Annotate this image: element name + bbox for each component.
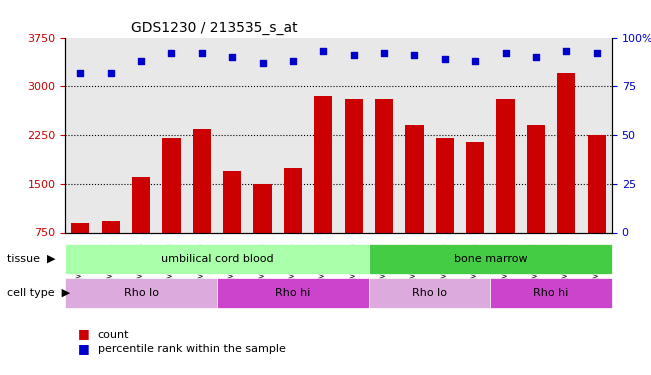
Bar	[284, 168, 302, 232]
Bar	[466, 141, 484, 232]
Text: ■: ■	[78, 327, 90, 340]
Bar	[71, 223, 89, 232]
Text: bone marrow: bone marrow	[454, 254, 527, 264]
Text: Rho hi: Rho hi	[533, 288, 569, 297]
Text: Rho lo: Rho lo	[124, 288, 159, 297]
Point	[470, 58, 480, 64]
Text: tissue  ▶: tissue ▶	[7, 254, 55, 264]
Text: Rho hi: Rho hi	[275, 288, 311, 297]
Text: GDS1230 / 213535_s_at: GDS1230 / 213535_s_at	[131, 21, 298, 35]
Text: ■: ■	[78, 342, 90, 355]
Point	[439, 56, 450, 62]
Bar	[314, 96, 333, 232]
Point	[501, 50, 511, 56]
Bar	[102, 222, 120, 232]
Bar	[406, 125, 424, 232]
Bar	[223, 171, 242, 232]
Point	[166, 50, 176, 56]
FancyBboxPatch shape	[369, 244, 612, 274]
FancyBboxPatch shape	[65, 244, 369, 274]
Bar	[436, 138, 454, 232]
Bar	[588, 135, 606, 232]
Point	[105, 70, 116, 76]
Text: umbilical cord blood: umbilical cord blood	[161, 254, 273, 264]
Bar	[344, 99, 363, 232]
FancyBboxPatch shape	[217, 278, 369, 308]
Point	[348, 52, 359, 58]
Text: cell type  ▶: cell type ▶	[7, 288, 70, 297]
Bar	[132, 177, 150, 232]
Point	[197, 50, 207, 56]
Bar	[527, 125, 545, 232]
Bar	[497, 99, 515, 232]
Point	[561, 48, 572, 54]
Point	[531, 54, 541, 60]
FancyBboxPatch shape	[65, 278, 217, 308]
FancyBboxPatch shape	[490, 278, 612, 308]
Point	[592, 50, 602, 56]
Point	[227, 54, 238, 60]
Bar	[375, 99, 393, 232]
Point	[136, 58, 146, 64]
Point	[75, 70, 85, 76]
Point	[409, 52, 420, 58]
Bar	[253, 184, 271, 232]
Bar	[162, 138, 180, 232]
Point	[288, 58, 298, 64]
Text: count: count	[98, 330, 129, 339]
Bar	[193, 129, 211, 232]
FancyBboxPatch shape	[369, 278, 490, 308]
Point	[318, 48, 329, 54]
Bar	[557, 73, 575, 232]
Point	[257, 60, 268, 66]
Text: Rho lo: Rho lo	[412, 288, 447, 297]
Text: percentile rank within the sample: percentile rank within the sample	[98, 345, 286, 354]
Point	[379, 50, 389, 56]
